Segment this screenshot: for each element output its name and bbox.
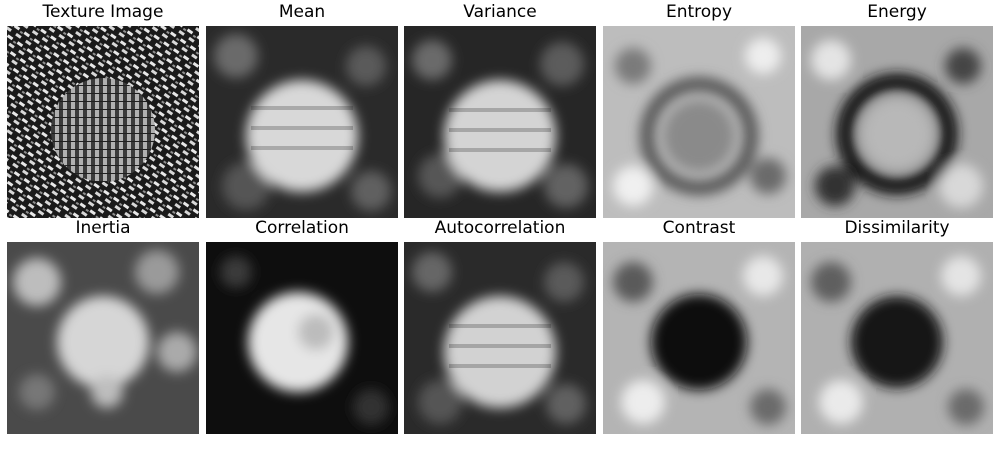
panel-title: Texture Image (42, 2, 164, 22)
panel-title: Inertia (75, 218, 131, 238)
energy-image (801, 26, 993, 218)
panel-title: Correlation (255, 218, 349, 238)
panel-title: Variance (463, 2, 537, 22)
entropy-image (603, 26, 795, 218)
dissimilarity-image (801, 242, 993, 434)
panel-title: Contrast (662, 218, 736, 238)
panel-title: Autocorrelation (434, 218, 566, 238)
inertia-image (7, 242, 199, 434)
mean-image (206, 26, 398, 218)
correlation-image (206, 242, 398, 434)
texture-image (7, 26, 199, 218)
panel-title: Mean (278, 2, 326, 22)
panel-title: Dissimilarity (844, 218, 950, 238)
variance-image (404, 26, 596, 218)
contrast-image (603, 242, 795, 434)
panel-title: Entropy (665, 2, 733, 22)
panel-title: Energy (867, 2, 927, 22)
autocorrelation-image (404, 242, 596, 434)
